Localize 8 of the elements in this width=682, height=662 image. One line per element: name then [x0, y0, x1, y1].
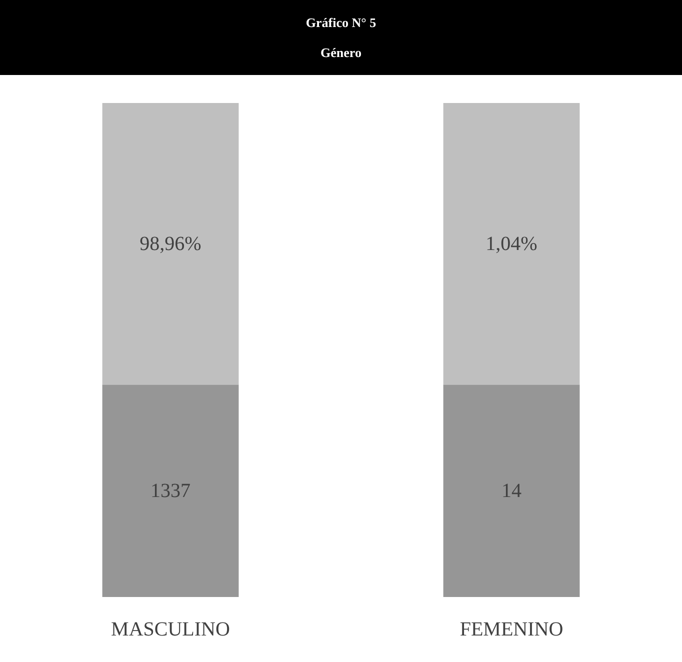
- data-label: 14: [502, 480, 522, 502]
- data-label: 1,04%: [486, 232, 538, 255]
- data-label: 98,96%: [140, 232, 202, 255]
- category-label: MASCULINO: [111, 618, 230, 640]
- category-label: FEMENINO: [460, 618, 564, 640]
- text: Género: [320, 45, 362, 60]
- data-label: 1337: [150, 480, 190, 502]
- text: Gráfico N° 5: [306, 15, 377, 30]
